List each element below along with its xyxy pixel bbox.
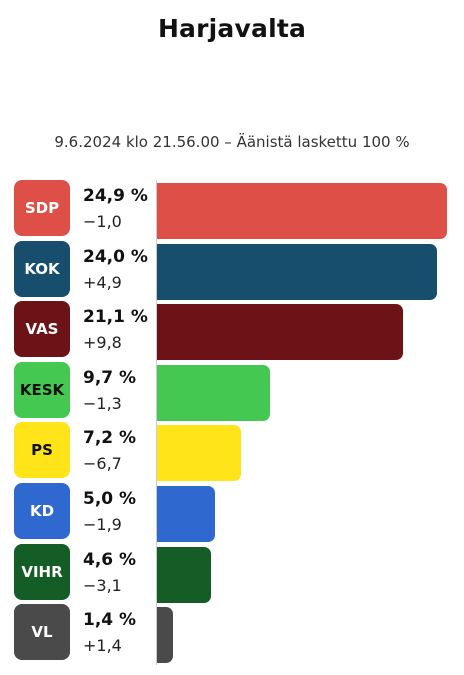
change-label: +4,9 [83, 272, 122, 292]
bar-axis-line [156, 180, 157, 665]
party-badge-vas: VAS [14, 301, 70, 358]
change-label: −1,9 [83, 515, 122, 534]
party-row-kesk: KESK 9,7 % −1,3 [0, 360, 464, 421]
vote-share-bar-kesk [157, 364, 270, 421]
chart-subtitle: 9.6.2024 klo 21.56.00 – Äänistä laskettu… [54, 133, 410, 151]
vote-share-bar-vihr [157, 546, 211, 603]
vote-share-label: 21,1 % [83, 307, 148, 328]
party-row-sdp: SDP 24,9 % −1,0 [0, 178, 464, 239]
change-label: +1,4 [83, 636, 122, 656]
party-row-vihr: VIHR 4,6 % −3,1 [0, 542, 464, 603]
party-badge-kd: KD [14, 483, 70, 539]
vote-share-label: 24,9 % [83, 186, 148, 206]
party-row-ps: PS 7,2 % −6,7 [0, 420, 464, 482]
party-badge-kesk: KESK [14, 361, 70, 418]
vote-share-label: 9,7 % [83, 367, 137, 388]
party-badge-kok: KOK [14, 240, 70, 297]
vote-share-bar-vas [157, 304, 403, 361]
chart-title: Harjavalta [157, 14, 307, 43]
vote-share-label: 7,2 % [83, 428, 137, 449]
change-label: −6,7 [83, 454, 122, 474]
vote-share-label: 24,0 % [83, 246, 148, 267]
vote-share-bar-vl [157, 607, 174, 664]
vote-share-bar-sdp [157, 183, 447, 239]
party-badge-vihr: VIHR [14, 543, 70, 600]
vote-share-bar-ps [157, 425, 241, 482]
vote-share-bar-kd [157, 486, 216, 542]
party-badge-vl: VL [14, 604, 70, 661]
party-badge-sdp: SDP [14, 180, 70, 236]
vote-share-label: 5,0 % [83, 489, 137, 509]
change-label: +9,8 [83, 333, 122, 353]
party-row-vl: VL 1,4 % +1,4 [0, 602, 464, 664]
vote-share-bar-kok [157, 243, 437, 300]
vote-share-label: 4,6 % [83, 549, 137, 570]
vote-share-label: 1,4 % [83, 610, 137, 631]
party-row-kd: KD 5,0 % −1,9 [0, 481, 464, 542]
party-badge-ps: PS [14, 422, 70, 479]
party-row-vas: VAS 21,1 % +9,8 [0, 299, 464, 361]
party-row-kok: KOK 24,0 % +4,9 [0, 239, 464, 300]
change-label: −3,1 [83, 575, 122, 595]
change-label: −1,3 [83, 393, 122, 413]
change-label: −1,0 [83, 212, 122, 231]
